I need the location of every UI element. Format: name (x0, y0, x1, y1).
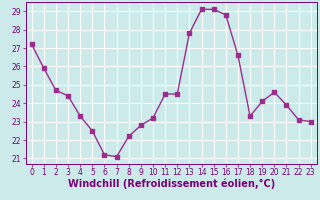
X-axis label: Windchill (Refroidissement éolien,°C): Windchill (Refroidissement éolien,°C) (68, 179, 275, 189)
